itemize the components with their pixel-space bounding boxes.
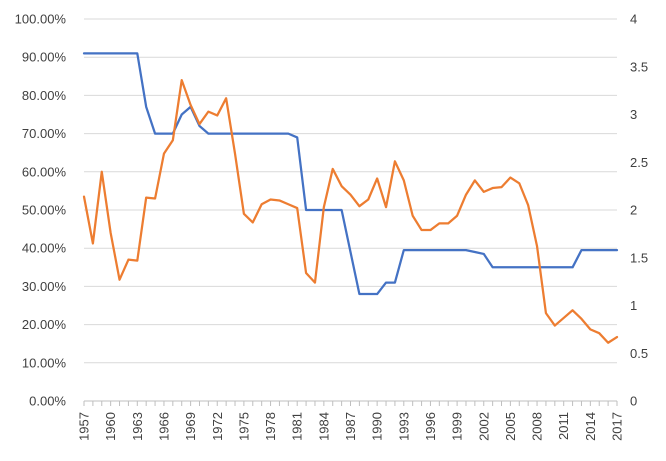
left-y-tick-label: 40.00% xyxy=(22,241,67,256)
right-y-axis-ticks: 0 0.5 1 1.5 2 2.5 3 3.5 4 xyxy=(630,12,648,409)
x-tick-label: 1969 xyxy=(183,412,198,441)
x-tick-label: 1987 xyxy=(343,412,358,441)
right-y-tick-label: 3 xyxy=(630,107,637,122)
left-y-tick-label: 10.00% xyxy=(22,355,67,370)
right-y-tick-label: 0.5 xyxy=(630,346,648,361)
left-y-tick-label: 100.00% xyxy=(15,12,67,27)
series-line-left-axis xyxy=(82,52,619,296)
x-tick-label: 1957 xyxy=(77,412,92,441)
right-y-tick-label: 3.5 xyxy=(630,59,648,74)
right-y-tick-label: 0 xyxy=(630,394,637,409)
x-tick-label: 1990 xyxy=(370,412,385,441)
x-tick-label: 1978 xyxy=(263,412,278,441)
x-tick-label: 2014 xyxy=(583,412,598,441)
x-tick-label: 1972 xyxy=(210,412,225,441)
left-y-tick-label: 30.00% xyxy=(22,279,67,294)
x-tick-label: 1996 xyxy=(423,412,438,441)
left-y-tick-label: 60.00% xyxy=(22,164,67,179)
x-tick-label: 2017 xyxy=(610,412,625,441)
x-tick-label: 1975 xyxy=(236,412,251,441)
gridlines xyxy=(84,18,617,364)
right-y-tick-label: 4 xyxy=(630,12,637,27)
left-y-tick-label: 90.00% xyxy=(22,50,67,65)
right-y-tick-label: 1.5 xyxy=(630,250,648,265)
x-axis-ticks: 1957 1960 1963 1966 1969 1972 1975 1978 1981 1984… xyxy=(77,412,625,441)
x-tick-label: 1993 xyxy=(396,412,411,441)
left-y-tick-label: 70.00% xyxy=(22,126,67,141)
x-tick-label: 2008 xyxy=(530,412,545,441)
x-tick-label: 1963 xyxy=(130,412,145,441)
right-y-tick-label: 2.5 xyxy=(630,155,648,170)
x-tick-label: 1960 xyxy=(103,412,118,441)
right-y-tick-label: 1 xyxy=(630,298,637,313)
x-tick-label: 1984 xyxy=(316,412,331,441)
x-tick-label: 2002 xyxy=(476,412,491,441)
left-y-tick-label: 80.00% xyxy=(22,88,67,103)
x-axis xyxy=(83,400,618,406)
left-y-tick-label: 0.00% xyxy=(29,394,66,409)
left-y-axis-ticks: 0.00% 10.00% 20.00% 30.00% 40.00% 50.00% 60.00… xyxy=(15,12,67,409)
x-tick-label: 1999 xyxy=(450,412,465,441)
series-line-right-axis xyxy=(82,78,619,344)
x-tick-label: 1966 xyxy=(156,412,171,441)
left-y-tick-label: 50.00% xyxy=(22,203,67,218)
series-lines xyxy=(82,52,619,344)
x-tick-label: 2011 xyxy=(556,412,571,440)
right-y-tick-label: 2 xyxy=(630,203,637,218)
x-tick-label: 1981 xyxy=(290,412,305,441)
left-y-tick-label: 20.00% xyxy=(22,317,67,332)
x-tick-label: 2005 xyxy=(503,412,518,441)
